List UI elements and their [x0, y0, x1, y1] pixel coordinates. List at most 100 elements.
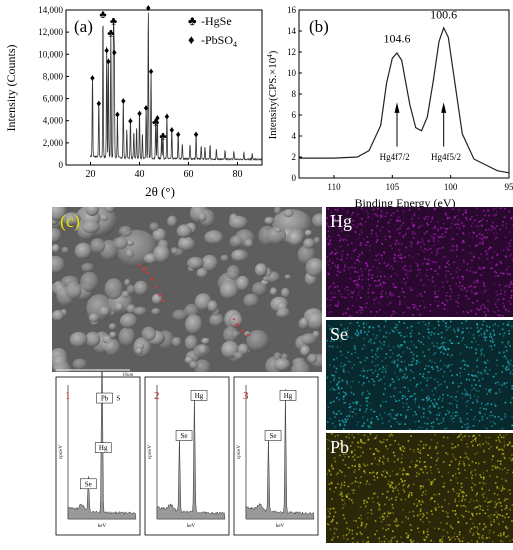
map-pixel — [510, 359, 512, 362]
map-pixel — [443, 364, 446, 366]
map-pixel — [360, 311, 363, 314]
map-pixel — [501, 453, 504, 455]
map-pixel — [389, 292, 391, 295]
pbso4-peak-marker: ♦ — [148, 66, 153, 77]
xrd-y-tick-label: 6,000 — [43, 94, 64, 104]
map-pixel — [357, 294, 360, 297]
map-pixel — [351, 304, 354, 307]
hgse-peak-marker: ♣ — [107, 28, 114, 40]
map-pixel — [496, 359, 498, 361]
map-pixel — [460, 505, 463, 507]
map-pixel — [402, 386, 404, 388]
map-pixel — [389, 244, 392, 247]
map-pixel — [326, 297, 329, 300]
map-pixel — [361, 253, 363, 255]
map-pixel — [403, 322, 405, 324]
sem-grain — [72, 358, 88, 370]
scale-label: 10um — [122, 373, 134, 378]
map-pixel — [404, 256, 406, 258]
map-pixel — [481, 416, 484, 418]
map-pixel — [505, 386, 508, 388]
map-pixel — [388, 235, 391, 238]
map-pixel — [446, 512, 449, 514]
map-pixel — [507, 361, 510, 364]
map-pixel — [358, 468, 360, 471]
map-pixel — [402, 236, 405, 239]
map-pixel — [447, 365, 450, 368]
map-pixel — [400, 457, 403, 459]
xrd-plot-frame — [65, 9, 263, 166]
map-se-label: Se — [330, 324, 348, 344]
map-pixel — [340, 387, 343, 390]
map-pixel — [344, 464, 347, 466]
map-pixel — [499, 283, 501, 286]
map-pixel — [443, 308, 446, 310]
map-pixel — [432, 404, 435, 407]
map-pixel — [465, 522, 468, 525]
map-pixel — [390, 497, 393, 500]
xrd-y-tick-label: 12,000 — [38, 27, 63, 37]
map-pixel — [400, 414, 402, 416]
map-pixel — [436, 418, 438, 420]
map-pixel — [383, 412, 386, 414]
map-pixel — [510, 297, 513, 299]
map-pixel — [395, 239, 398, 241]
map-pixel — [497, 513, 499, 516]
map-pixel — [508, 274, 511, 276]
xps-x-axis-label: Binding Energy (eV) — [354, 196, 455, 210]
map-pixel — [441, 343, 443, 345]
map-pixel — [426, 222, 428, 224]
map-pixel — [430, 376, 432, 379]
map-pixel — [468, 426, 471, 428]
map-pixel — [432, 227, 434, 230]
map-pixel — [490, 345, 493, 348]
map-pixel — [372, 453, 374, 456]
map-pixel — [360, 241, 362, 244]
map-pixel — [407, 517, 409, 520]
map-pixel — [498, 383, 501, 386]
map-pixel — [334, 416, 336, 418]
eds-spectrum-number: 1 — [65, 390, 71, 402]
map-pixel — [333, 339, 335, 342]
map-pixel — [355, 403, 358, 405]
map-pixel — [482, 443, 484, 445]
map-pixel — [460, 439, 463, 441]
map-pixel — [469, 531, 471, 533]
map-pixel — [377, 284, 380, 287]
map-pixel — [488, 501, 491, 503]
map-pixel — [412, 357, 414, 359]
map-pixel — [474, 219, 476, 222]
map-pixel — [433, 208, 436, 210]
map-pixel — [481, 534, 484, 537]
map-pixel — [456, 267, 459, 269]
map-pixel — [365, 302, 368, 304]
map-pixel — [354, 348, 357, 351]
map-pixel — [491, 414, 494, 417]
map-pixel — [488, 536, 491, 539]
map-pixel — [358, 223, 360, 225]
map-pixel — [413, 344, 415, 347]
map-pixel — [487, 508, 489, 511]
map-pixel — [479, 233, 481, 235]
map-pixel — [423, 408, 425, 410]
map-pixel — [483, 461, 486, 463]
map-pixel — [336, 251, 338, 254]
map-pixel — [482, 210, 485, 212]
map-pixel — [409, 448, 412, 450]
map-pixel — [401, 281, 403, 283]
map-pixel — [442, 393, 444, 396]
map-pixel — [448, 217, 451, 219]
map-pixel — [432, 276, 434, 278]
map-pixel — [382, 518, 385, 521]
map-pixel — [468, 511, 470, 513]
map-pixel — [424, 232, 427, 234]
map-pixel — [369, 268, 372, 271]
map-pixel — [462, 490, 464, 493]
map-pixel — [486, 373, 489, 375]
map-pixel — [336, 383, 338, 386]
map-pixel — [395, 414, 398, 417]
map-pixel — [482, 472, 485, 475]
map-pixel — [427, 365, 430, 367]
map-pixel — [442, 227, 444, 229]
map-pixel — [340, 362, 343, 364]
